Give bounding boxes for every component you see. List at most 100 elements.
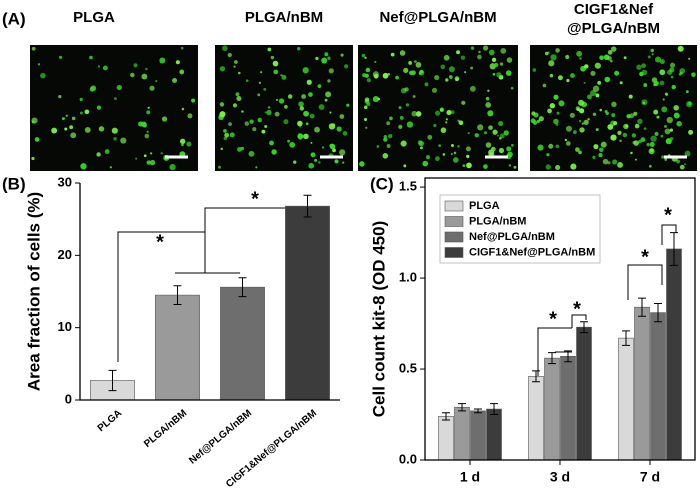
cell bbox=[499, 133, 505, 139]
cell bbox=[318, 104, 325, 110]
cell bbox=[488, 125, 493, 131]
cell bbox=[233, 65, 236, 68]
cell bbox=[642, 101, 646, 105]
y-tick-label: 0 bbox=[65, 391, 72, 406]
cell bbox=[494, 62, 499, 68]
cell bbox=[219, 66, 226, 72]
cell bbox=[169, 164, 176, 171]
cell bbox=[440, 127, 447, 134]
cell bbox=[598, 152, 603, 158]
cell bbox=[633, 140, 639, 146]
cell bbox=[607, 124, 614, 130]
cell bbox=[328, 68, 334, 74]
cell bbox=[607, 56, 612, 61]
cell bbox=[40, 72, 46, 79]
y-tick-label: 1.5 bbox=[399, 179, 417, 194]
cell bbox=[669, 67, 675, 73]
cell bbox=[309, 113, 315, 119]
cell bbox=[340, 53, 344, 57]
axes bbox=[79, 183, 340, 401]
bar bbox=[438, 416, 454, 461]
cell bbox=[249, 119, 254, 124]
cell bbox=[293, 160, 297, 164]
image-title: PLGA/nBM bbox=[245, 9, 323, 26]
cell bbox=[238, 71, 241, 75]
cell bbox=[31, 46, 36, 51]
error-bar bbox=[458, 403, 466, 412]
cell bbox=[431, 87, 438, 93]
cell bbox=[334, 159, 339, 164]
cell bbox=[245, 79, 249, 82]
cell bbox=[252, 127, 257, 132]
cell bbox=[630, 151, 633, 155]
cell bbox=[219, 102, 225, 107]
cell bbox=[641, 69, 648, 76]
cell bbox=[578, 99, 585, 106]
cell bbox=[273, 69, 279, 75]
image-title: PLGA bbox=[73, 9, 115, 26]
cell bbox=[274, 111, 280, 117]
cell bbox=[673, 105, 679, 111]
cell bbox=[453, 151, 457, 155]
cell bbox=[669, 137, 674, 141]
cell bbox=[372, 71, 379, 78]
cell bbox=[607, 50, 613, 55]
cell bbox=[435, 156, 440, 162]
cell bbox=[483, 164, 488, 169]
cell bbox=[96, 105, 102, 110]
cell bbox=[683, 163, 687, 166]
cell bbox=[404, 87, 409, 92]
cell bbox=[310, 152, 316, 158]
cell bbox=[434, 110, 441, 116]
cell bbox=[673, 112, 680, 119]
cell bbox=[617, 161, 624, 168]
cell bbox=[120, 137, 127, 144]
cell bbox=[408, 70, 414, 76]
cell bbox=[248, 150, 255, 157]
cell bbox=[573, 130, 577, 135]
image-title: @PLGA/nBM bbox=[567, 20, 660, 37]
y-tick-label: 20 bbox=[58, 247, 72, 262]
cell bbox=[496, 72, 502, 78]
cell bbox=[329, 111, 332, 114]
cell bbox=[281, 74, 287, 80]
cell bbox=[549, 73, 554, 78]
cell bbox=[510, 86, 514, 90]
cell bbox=[629, 113, 635, 119]
error-bar bbox=[638, 297, 646, 317]
significance-star: * bbox=[664, 204, 672, 226]
cell bbox=[336, 126, 342, 132]
error-bar bbox=[580, 321, 588, 334]
bar bbox=[576, 326, 592, 461]
cell bbox=[464, 71, 467, 74]
cell bbox=[594, 62, 601, 69]
cell bbox=[144, 133, 150, 139]
cell bbox=[411, 110, 418, 117]
cell bbox=[634, 123, 640, 129]
cell bbox=[458, 120, 464, 126]
cell bbox=[602, 158, 609, 165]
cell bbox=[138, 121, 144, 127]
cell bbox=[403, 67, 409, 73]
cell bbox=[487, 89, 490, 92]
cell bbox=[455, 78, 459, 82]
cell bbox=[141, 73, 148, 80]
cell bbox=[499, 62, 504, 66]
cell bbox=[538, 116, 544, 122]
cell bbox=[315, 56, 319, 61]
cell bbox=[342, 161, 345, 164]
error-bar bbox=[564, 350, 572, 363]
bracket bbox=[117, 207, 306, 362]
legend-label: PLGA/nBM bbox=[469, 215, 526, 227]
cell bbox=[339, 114, 345, 119]
cell bbox=[565, 125, 572, 132]
cell bbox=[65, 114, 68, 117]
cell bbox=[175, 60, 180, 65]
cell bbox=[597, 80, 602, 85]
cell bbox=[450, 110, 455, 115]
cell bbox=[400, 140, 407, 147]
cell bbox=[633, 111, 638, 116]
cell bbox=[187, 113, 193, 119]
bar bbox=[544, 357, 560, 461]
significance-star: * bbox=[549, 308, 557, 330]
